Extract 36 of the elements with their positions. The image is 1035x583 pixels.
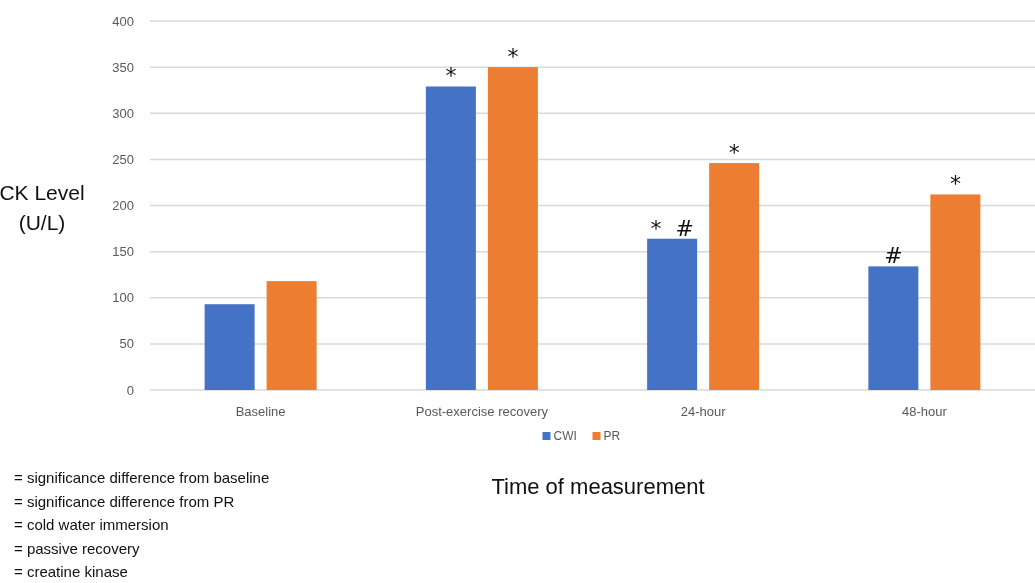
- legend-label: PR: [603, 429, 621, 443]
- x-axis-title: Time of measurement: [491, 474, 705, 499]
- data-label: *: [445, 63, 457, 89]
- bar: [647, 238, 698, 390]
- y-tick-label: 0: [126, 382, 134, 398]
- bar: [487, 67, 538, 390]
- y-tick-label: 150: [112, 244, 134, 260]
- x-tick-label: 24-hour: [680, 404, 727, 419]
- bar: [425, 86, 476, 390]
- data-label: #: [884, 243, 903, 269]
- text: = significance difference from PR: [14, 492, 235, 510]
- data-label: *: [507, 44, 519, 70]
- data-label: *: [728, 140, 740, 166]
- y-tick-label: 50: [119, 336, 134, 352]
- data-label: *: [949, 171, 961, 197]
- text: = creatine kinase: [14, 563, 128, 580]
- text: = passive recovery: [14, 539, 140, 557]
- y-tick-label: 300: [112, 105, 134, 121]
- y-tick-label: 350: [112, 59, 134, 75]
- bar: [266, 281, 317, 390]
- data-label: * #: [650, 215, 694, 241]
- y-axis-title: CK Level (U/L): [0, 181, 85, 234]
- x-tick-label: Post-exercise recovery: [415, 404, 549, 419]
- y-tick-label: 250: [112, 151, 134, 167]
- bar: [709, 163, 760, 390]
- y-tick-label: 200: [112, 198, 134, 214]
- bar: [868, 266, 919, 390]
- text: = cold water immersion: [14, 516, 169, 533]
- y-tick-label: 400: [112, 13, 134, 29]
- x-tick-label: 48-hour: [901, 404, 948, 419]
- bar: [930, 194, 981, 390]
- y-tick-label: 100: [112, 290, 134, 306]
- legend-label: CWI: [553, 429, 577, 443]
- text: = significance difference from baseline: [14, 469, 270, 486]
- bar: [204, 304, 255, 390]
- x-tick-label: Baseline: [235, 404, 286, 419]
